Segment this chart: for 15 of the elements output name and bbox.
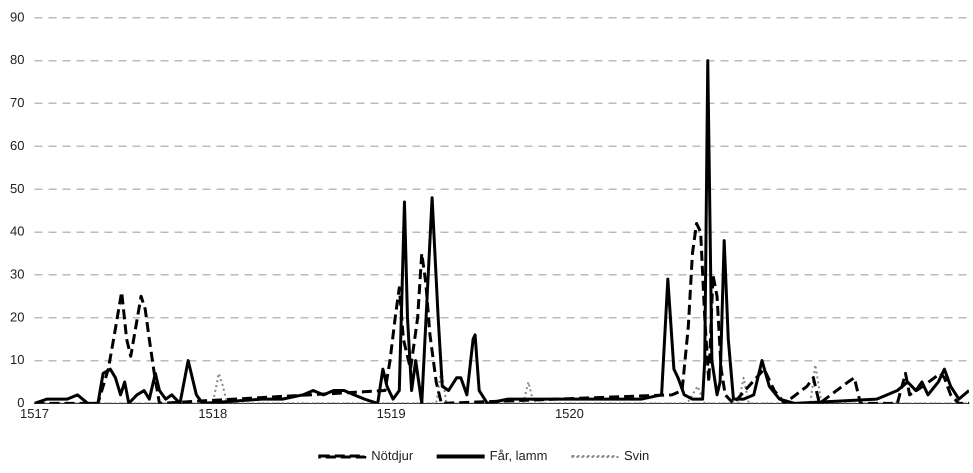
y-tick-label: 60 [10,138,24,153]
legend-label: Får, lamm [490,448,548,464]
y-tick-label: 30 [10,266,24,282]
x-tick-label: 1518 [198,406,228,421]
y-tick-label: 20 [10,309,24,324]
y-tick-label: 70 [10,95,24,110]
y-tick-label: 80 [10,52,24,68]
y-tick-label: 10 [10,352,24,368]
legend-label: Svin [624,448,650,464]
y-tick-label: 40 [10,224,24,239]
legend-label: Nötdjur [371,448,414,464]
y-tick-label: 50 [10,180,24,196]
x-tick-label: 1519 [376,406,406,421]
y-tick-label: 90 [10,9,24,24]
x-tick-label: 1520 [554,406,584,421]
